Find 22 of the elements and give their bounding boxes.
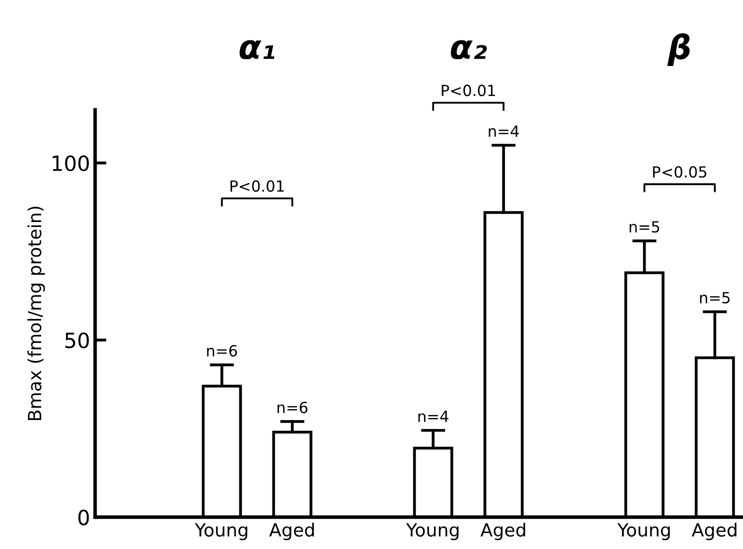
text: α₂ — [450, 40, 487, 60]
text: β — [667, 33, 690, 66]
annotation: P<0.01 — [230, 180, 284, 192]
text: P<0.01 — [442, 84, 495, 96]
x-tick-label: Aged — [692, 522, 736, 540]
text: α₁ — [240, 40, 274, 60]
x-tick-label: Aged — [480, 522, 526, 540]
annotation: n=6 — [207, 345, 238, 357]
x-tick-label: Young — [406, 523, 459, 540]
x-tick-label: Young — [617, 523, 670, 540]
x-tick-label: Aged — [269, 522, 314, 540]
annotation: n=4 — [418, 410, 448, 422]
annotation: n=4 — [488, 126, 519, 137]
y-tick-label: 100 — [52, 155, 89, 172]
annotation: P<0.05 — [653, 166, 706, 178]
y-axis-title: Bmax (fmol/mg protein) — [27, 206, 45, 420]
annotation: n=5 — [630, 221, 660, 233]
annotation: n=6 — [278, 402, 308, 414]
y-tick-label: 50 — [65, 332, 89, 348]
x-tick-label: Young — [194, 523, 248, 540]
annotation: n=5 — [700, 292, 730, 304]
y-tick-label: 0 — [78, 510, 89, 526]
